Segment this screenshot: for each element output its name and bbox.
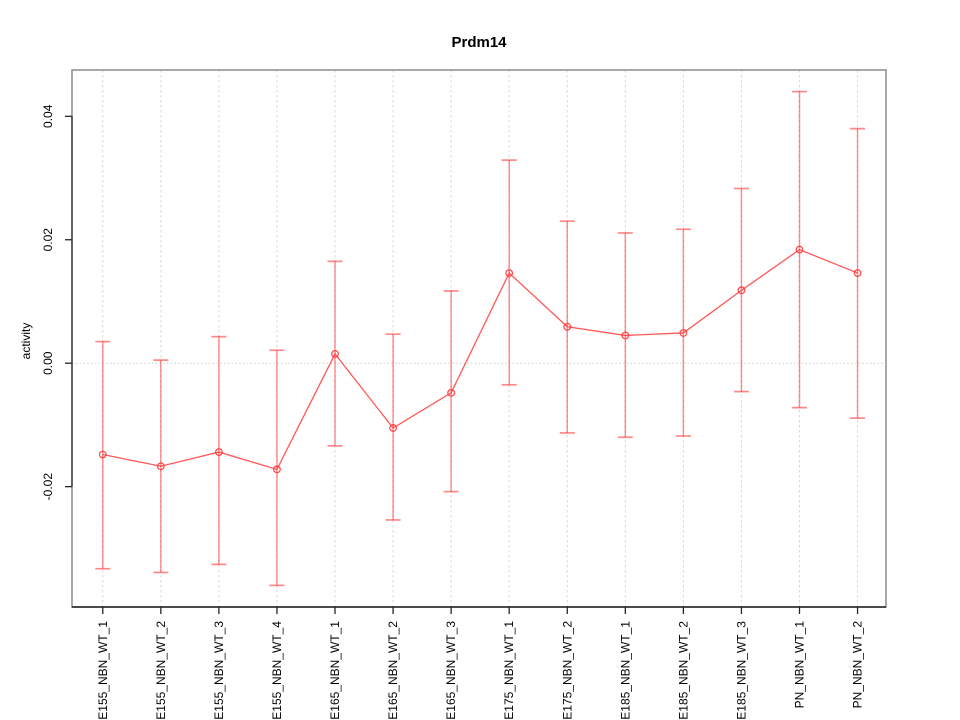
y-tick-label: -0.02 — [41, 473, 55, 501]
data-point-marker — [214, 448, 223, 457]
y-tick-label: 0.04 — [41, 104, 55, 128]
data-point-marker — [505, 269, 514, 278]
data-point-marker — [331, 349, 339, 358]
x-tick-label: E155_NBN_WT_3 — [212, 621, 226, 720]
data-point-marker — [273, 465, 281, 474]
data-point-marker — [98, 450, 107, 459]
data-point-marker — [563, 322, 572, 331]
plot-border — [71, 69, 887, 608]
data-point-marker — [737, 286, 746, 295]
data-point-marker — [679, 328, 688, 337]
x-tick-label: E185_NBN_WT_3 — [734, 621, 748, 720]
data-point-marker — [156, 462, 165, 471]
x-tick-label: E165_NBN_WT_1 — [328, 621, 342, 720]
chart-title: Prdm14 — [451, 34, 507, 51]
x-tick-label: E175_NBN_WT_1 — [502, 621, 516, 720]
x-tick-label: PN_NBN_WT_2 — [851, 621, 865, 709]
x-tick-label: E175_NBN_WT_2 — [560, 621, 574, 720]
data-point-marker — [795, 245, 804, 254]
data-point-marker — [853, 269, 862, 278]
y-tick-label: 0.02 — [41, 228, 55, 252]
x-tick-label: E155_NBN_WT_4 — [270, 621, 284, 720]
series-line — [102, 248, 858, 471]
x-tick-label: E155_NBN_WT_1 — [96, 621, 110, 720]
y-tick-label: 0.00 — [41, 351, 55, 375]
data-point-marker — [621, 331, 630, 340]
data-point-marker — [389, 424, 398, 432]
x-tick-label: E155_NBN_WT_2 — [154, 621, 168, 720]
x-tick-label: E185_NBN_WT_2 — [676, 621, 690, 720]
data-point-marker — [447, 388, 456, 397]
x-tick-label: E165_NBN_WT_3 — [444, 621, 458, 720]
x-tick-label: E165_NBN_WT_2 — [386, 621, 400, 720]
x-tick-label: PN_NBN_WT_1 — [792, 621, 806, 709]
x-tick-label: E185_NBN_WT_1 — [618, 621, 632, 720]
